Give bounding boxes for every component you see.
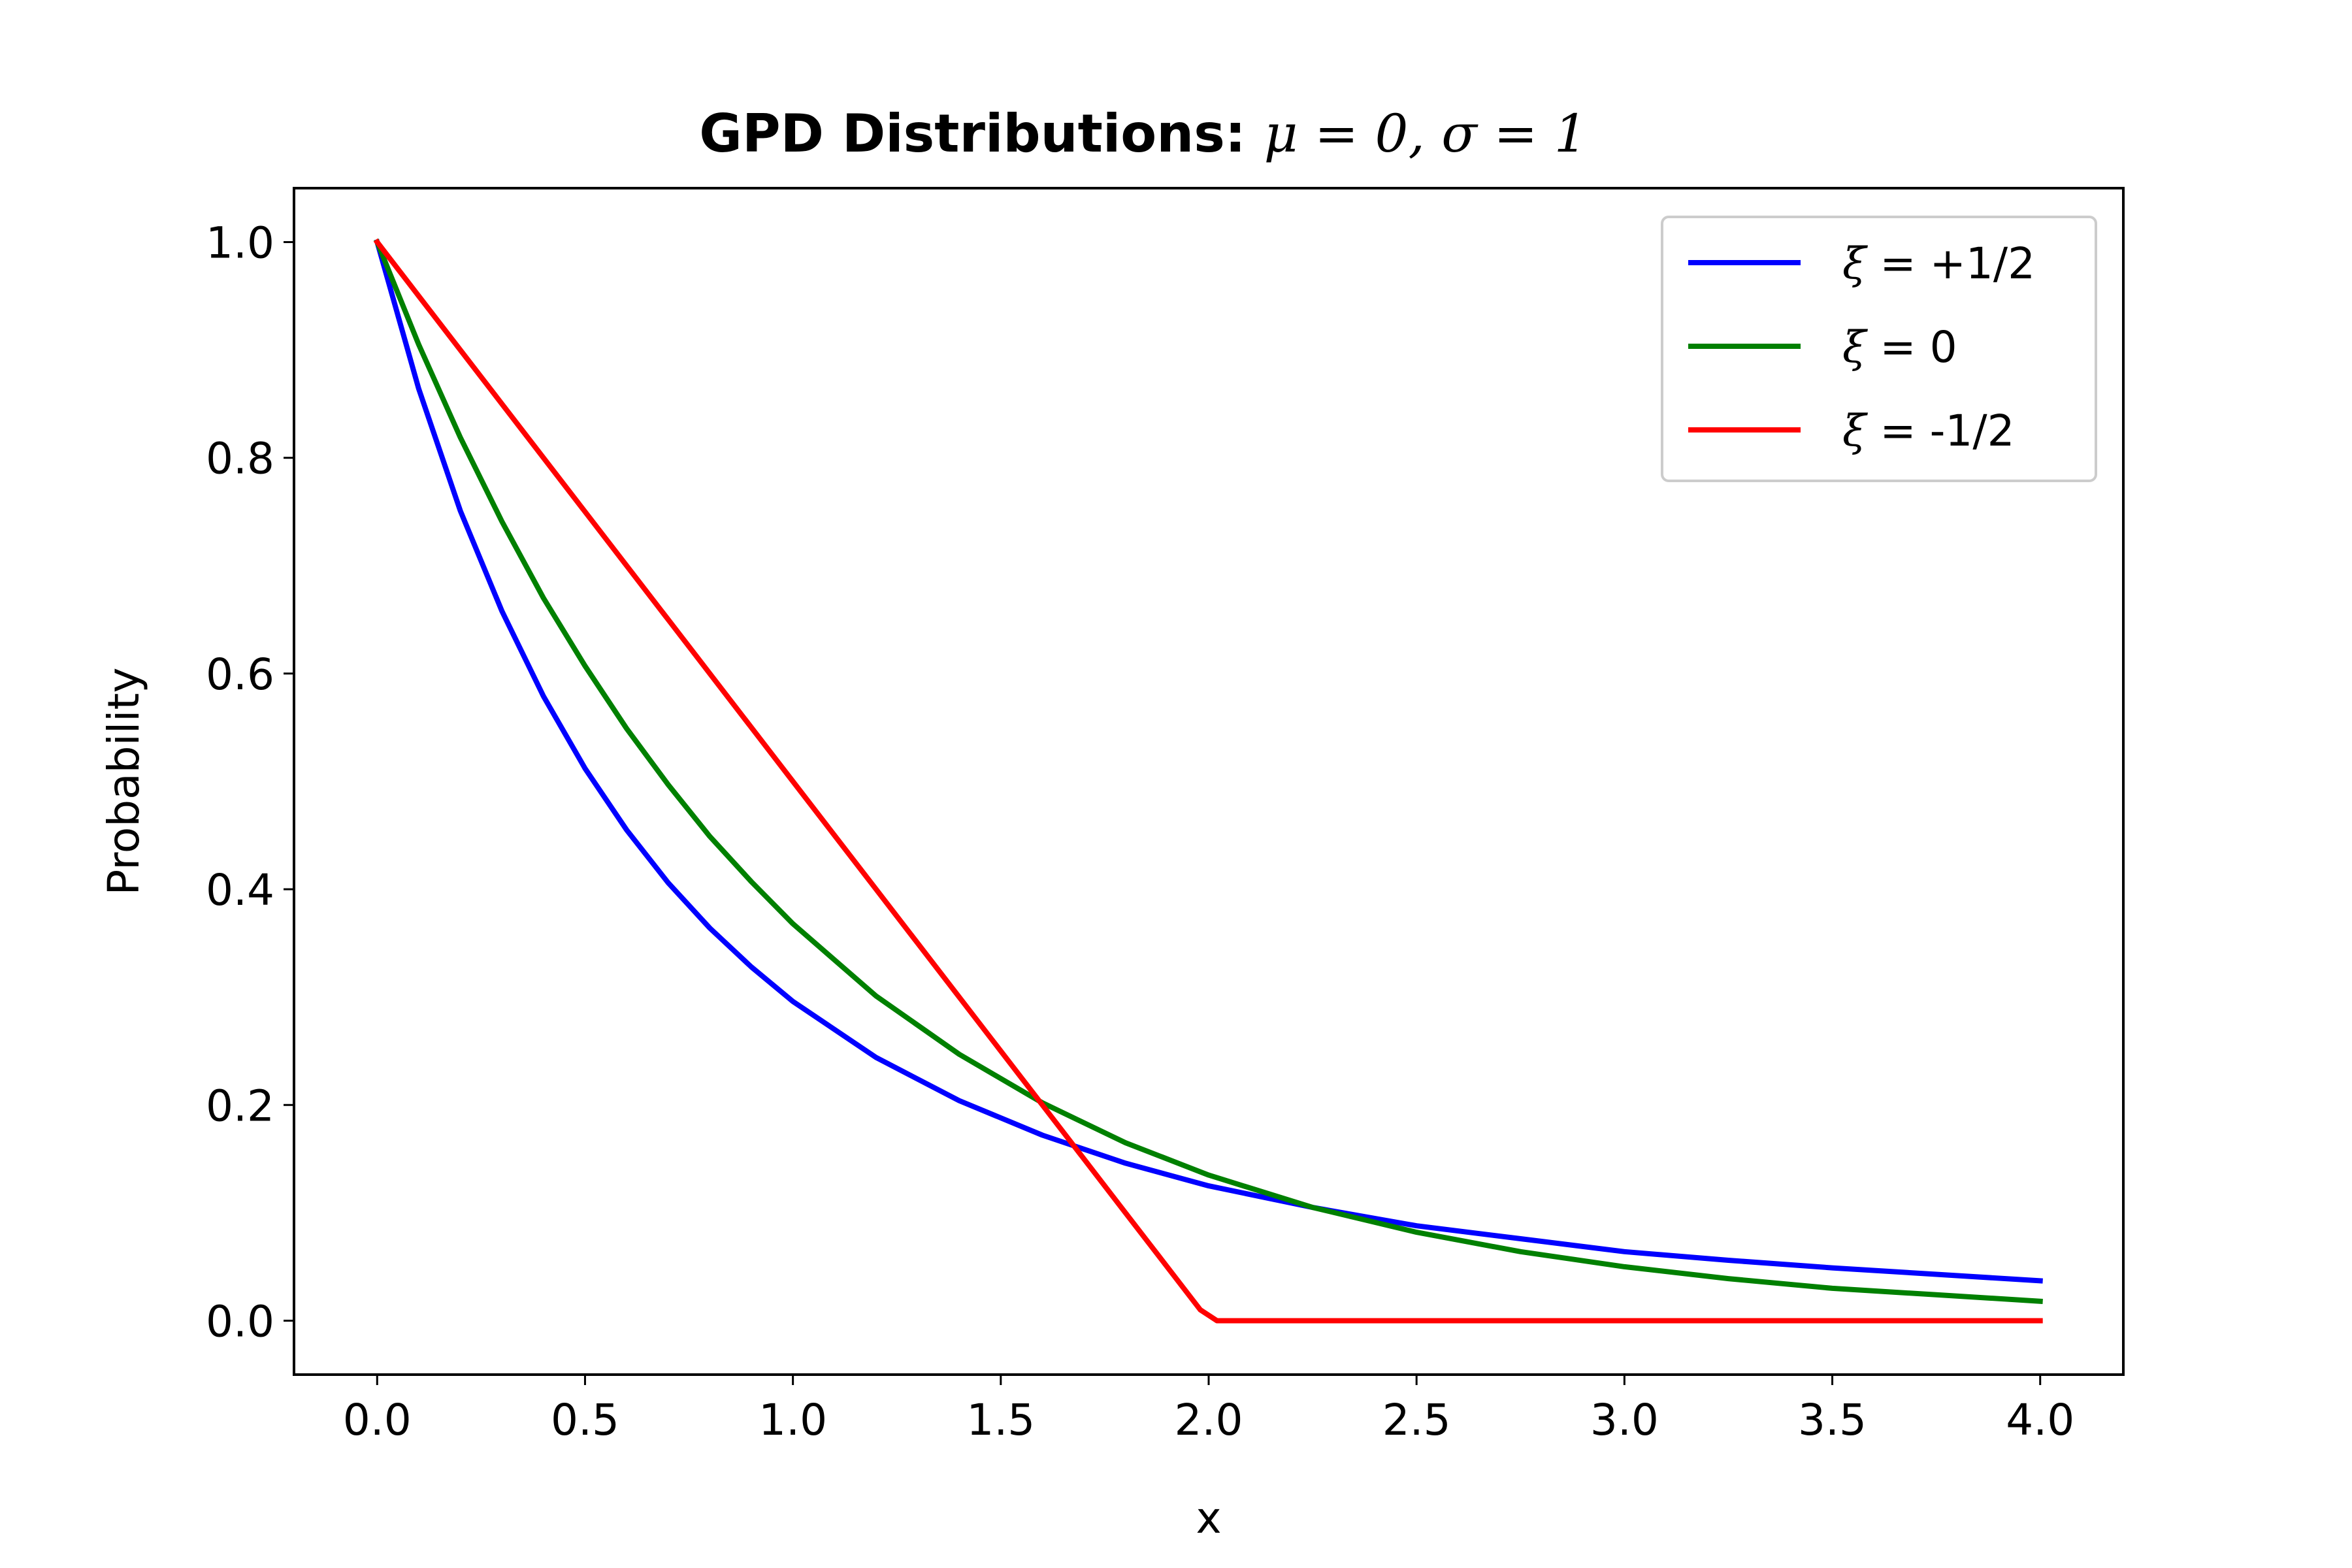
legend-label-3: ξ = -1/2 [1842,406,2015,456]
legend-box [1661,216,2097,482]
legend-symbol: ξ [1842,238,1869,289]
legend-items: ξ = +1/2ξ = 0ξ = -1/2 [1688,238,2035,456]
chart-title: GPD Distributions: μ = 0, σ = 1 [699,103,1587,164]
series-line-2 [374,238,2043,1304]
y-axis-label: Probability [99,668,149,896]
x-tick-label: 0.0 [343,1395,412,1445]
x-tick-label: 2.0 [1175,1395,1243,1445]
x-tick-label: 2.5 [1382,1395,1451,1445]
series-layer [373,238,2043,1324]
x-axis-ticks: 0.0 0.5 1.0 1.5 2.0 2.5 3.0 3.5 4.0 [343,1375,2074,1445]
x-tick-label: 0.5 [551,1395,619,1445]
legend: ξ = +1/2ξ = 0ξ = -1/2 [1661,216,2097,482]
x-tick-label: 1.5 [966,1395,1035,1445]
x-tick-label: 3.0 [1590,1395,1659,1445]
y-tick-label: 0.8 [206,434,274,484]
x-tick-label: 3.5 [1798,1395,1867,1445]
legend-series-name: = 0 [1866,322,1957,372]
legend-symbol: ξ [1842,322,1869,372]
chart-title-math: μ = 0, σ = 1 [1264,103,1588,164]
y-tick-label: 0.2 [206,1081,274,1131]
y-tick-label: 0.6 [206,649,274,700]
chart-title-text: GPD Distributions: [699,103,1264,164]
legend-label-1: ξ = +1/2 [1842,238,2035,289]
legend-symbol: ξ [1842,406,1869,456]
x-axis-label: x [1196,1493,1221,1543]
x-tick-label: 1.0 [759,1395,827,1445]
legend-series-name: = -1/2 [1866,406,2014,456]
series-line-1 [374,238,2043,1284]
y-tick-label: 0.4 [206,865,274,915]
plot-border [293,187,2125,1376]
x-tick-label: 4.0 [2006,1395,2074,1445]
series-line-3 [373,238,2043,1324]
y-tick-label: 1.0 [206,218,274,269]
y-tick-label: 0.0 [206,1296,274,1347]
legend-series-name: = +1/2 [1866,238,2035,289]
legend-label-2: ξ = 0 [1842,322,1957,372]
y-axis-ticks: 0.0 0.2 0.4 0.6 0.8 1.0 [206,218,294,1347]
